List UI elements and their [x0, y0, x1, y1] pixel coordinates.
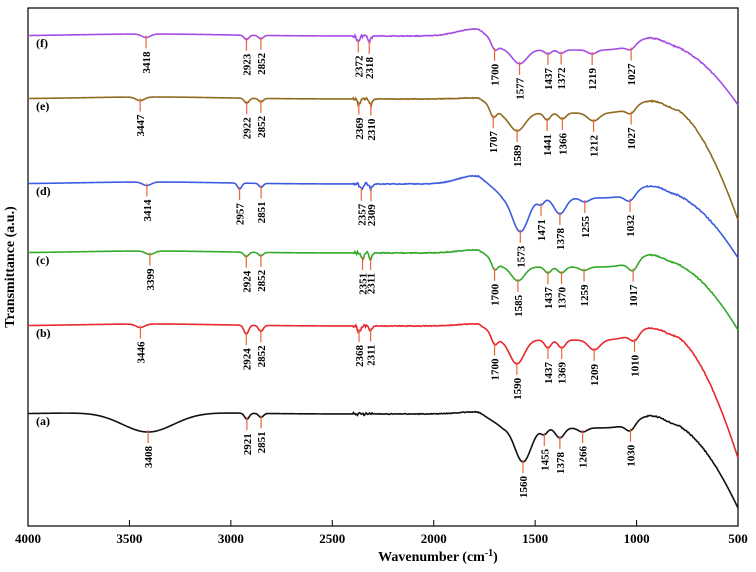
peak-label: 1266	[578, 445, 590, 468]
peak-label: 1700	[490, 63, 502, 85]
peak-label: 2852	[256, 52, 268, 75]
peak-label: 1212	[589, 134, 601, 157]
spectrum-line	[27, 410, 739, 509]
plot-frame	[27, 7, 739, 527]
peak-label: 1209	[589, 363, 601, 386]
peak-label: 2957	[235, 203, 247, 226]
peak-label: 1010	[630, 354, 642, 377]
x-axis-ticks: 4000 3500 3000 2500 2000 1500 1000 500	[15, 520, 748, 546]
peak-label: 1441	[542, 134, 554, 156]
peak-label: 3414	[142, 199, 154, 222]
peak-label: 1577	[515, 77, 527, 100]
peak-label: 2310	[366, 118, 378, 140]
y-axis-title: Transmittance (a.u.)	[3, 206, 18, 328]
peak-label: 1219	[587, 67, 599, 90]
x-tick-label: 1500	[522, 531, 548, 546]
peak-label: 1030	[625, 444, 637, 467]
peak-label: 1589	[512, 144, 524, 167]
peak-label: 1585	[513, 294, 525, 317]
peak-label: 1378	[555, 452, 567, 475]
peak-label: 1017	[628, 284, 640, 307]
peak-label: 1370	[557, 287, 569, 310]
peak-label: 3408	[143, 446, 155, 469]
peak-label: 2351	[358, 273, 370, 295]
peak-label: 1378	[555, 228, 567, 251]
peak-label: 2357	[356, 203, 368, 226]
series-tag: (e)	[36, 99, 49, 113]
peak-label: 2852	[256, 345, 268, 368]
spectrum-line	[27, 322, 739, 459]
peak-label: 1437	[543, 68, 555, 91]
peak-label: 2309	[366, 204, 378, 227]
peak-label: 2921	[242, 433, 254, 455]
peak-label: 1259	[579, 284, 591, 307]
x-tick-label: 3000	[218, 531, 244, 546]
peak-label: 2369	[354, 117, 366, 140]
peak-label: 1372	[556, 67, 568, 90]
peak-label: 2851	[256, 201, 268, 223]
peak-label: 1437	[543, 287, 555, 310]
series-tag: (f)	[36, 36, 48, 50]
peak-label: 1700	[490, 283, 502, 306]
peak-label: 3418	[141, 51, 153, 74]
peak-label: 1560	[518, 475, 530, 498]
peak-label: 1573	[515, 245, 527, 268]
series-e: (e) 3447 2922 2852 2369 2310 1707 1589 1441 1366 1…	[27, 96, 739, 221]
peak-label: 1369	[557, 362, 569, 385]
peak-label: 2368	[354, 345, 366, 368]
peak-label: 2311	[366, 273, 378, 294]
peak-label: 1707	[488, 131, 500, 154]
peak-label: 2852	[256, 115, 268, 138]
series-a: (a) 3408 2921 2851 1560 1455 1378 1266 1030	[27, 410, 739, 509]
peak-label: 1032	[625, 214, 637, 237]
series-tag: (d)	[36, 184, 51, 198]
peak-label: 1027	[626, 127, 638, 150]
series-tag: (b)	[36, 326, 51, 340]
peak-label: 1437	[543, 362, 555, 385]
peak-label: 1590	[512, 377, 524, 400]
peak-label: 2924	[241, 270, 253, 293]
peak-label: 1366	[557, 133, 569, 156]
series-b: (b) 3446 2924 2852 2368 2311 1700 1590 1437 1369 1…	[27, 322, 739, 459]
spectrum-line	[27, 248, 739, 331]
peak-label: 2923	[241, 53, 253, 76]
peak-label: 2311	[366, 344, 378, 365]
x-tick-label: 2000	[421, 531, 447, 546]
x-tick-label: 1000	[624, 531, 650, 546]
x-tick-label: 4000	[15, 531, 41, 546]
peak-label: 1455	[539, 448, 551, 471]
peak-label: 3447	[135, 114, 147, 137]
spectrum-line	[27, 96, 739, 221]
peak-label: 1700	[490, 358, 502, 381]
x-tick-label: 500	[728, 531, 748, 546]
x-axis-title-superscript: -1	[485, 548, 493, 559]
series-tag: (a)	[36, 414, 50, 428]
peak-label: 2922	[242, 117, 254, 140]
peak-label: 2318	[364, 56, 376, 79]
peak-label: 1255	[580, 215, 592, 238]
peak-label: 1027	[626, 63, 638, 86]
peak-label: 2851	[256, 431, 268, 453]
peak-label: 3399	[145, 268, 157, 291]
peak-label: 1471	[536, 219, 548, 241]
x-tick-label: 2500	[319, 531, 345, 546]
peak-label: 3446	[135, 341, 147, 364]
peak-label: 2372	[353, 55, 365, 78]
x-axis-title: Wavenumber (cm-1)	[378, 548, 498, 565]
x-tick-label: 3500	[116, 531, 142, 546]
peak-label: 2924	[241, 348, 253, 371]
series-tag: (c)	[36, 253, 49, 267]
peak-label: 2852	[256, 269, 268, 292]
